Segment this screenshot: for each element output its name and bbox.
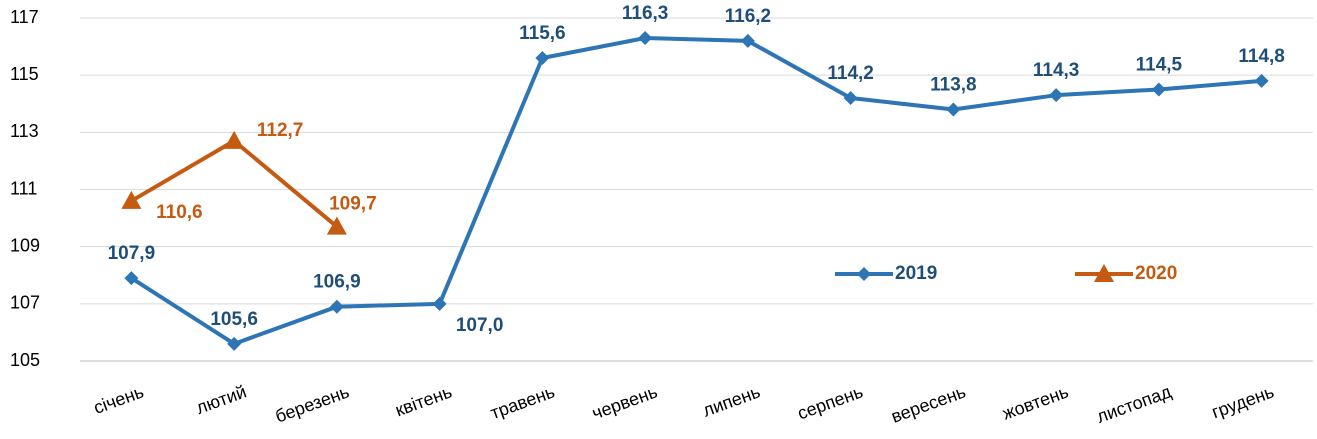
marker — [124, 271, 139, 286]
marker — [1151, 82, 1166, 97]
x-tick-label: жовтень — [1000, 381, 1071, 423]
legend-marker — [857, 267, 871, 281]
y-tick-label: 117 — [10, 7, 39, 27]
legend-marker — [1094, 264, 1114, 282]
value-label: 110,6 — [156, 202, 203, 223]
value-label: 114,5 — [1136, 54, 1183, 75]
x-tick-label: липень — [700, 381, 763, 420]
x-tick-label: серпень — [795, 381, 866, 423]
y-tick-label: 105 — [10, 350, 40, 370]
x-tick-label: травень — [488, 381, 558, 423]
x-tick-label: лютий — [193, 381, 249, 418]
marker — [432, 296, 447, 311]
marker — [535, 51, 550, 66]
marker — [946, 102, 961, 117]
value-label: 107,0 — [456, 315, 504, 336]
marker — [740, 33, 755, 48]
value-label: 106,9 — [313, 272, 361, 293]
legend-label: 2020 — [1135, 263, 1177, 284]
x-tick-label: березень — [273, 381, 352, 426]
x-tick-label: грудень — [1209, 381, 1277, 422]
value-label: 113,8 — [930, 74, 977, 95]
x-tick-label: квітень — [393, 381, 455, 420]
marker — [638, 31, 653, 46]
value-label: 114,2 — [827, 63, 874, 84]
marker — [1254, 73, 1269, 88]
value-label: 107,9 — [108, 243, 156, 264]
marker — [1049, 88, 1064, 103]
legend-label: 2019 — [895, 263, 937, 284]
value-label: 114,8 — [1238, 46, 1285, 67]
y-tick-label: 113 — [10, 121, 39, 141]
x-tick-label: листопад — [1094, 381, 1174, 427]
value-label: 114,3 — [1033, 60, 1080, 81]
y-tick-label: 109 — [10, 235, 40, 255]
value-label: 115,6 — [519, 23, 566, 44]
value-label: 116,3 — [622, 3, 669, 24]
marker — [329, 299, 344, 314]
x-tick-label: червень — [589, 381, 660, 423]
value-label: 116,2 — [725, 6, 772, 27]
y-tick-label: 111 — [10, 178, 37, 198]
marker — [843, 91, 858, 106]
marker — [224, 130, 245, 149]
marker — [121, 190, 142, 209]
marker — [227, 336, 242, 351]
value-label: 109,7 — [329, 194, 377, 215]
value-label: 105,6 — [210, 309, 258, 330]
y-tick-label: 107 — [10, 293, 40, 313]
x-tick-label: січень — [91, 381, 146, 417]
y-tick-label: 115 — [10, 64, 39, 84]
series-line — [130, 36, 1262, 346]
value-label: 112,7 — [257, 120, 304, 141]
marker — [326, 216, 347, 235]
x-tick-label: вересень — [888, 381, 968, 426]
